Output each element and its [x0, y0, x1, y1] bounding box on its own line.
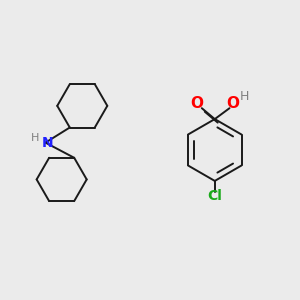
Text: Cl: Cl: [207, 189, 222, 203]
Text: O: O: [190, 96, 203, 111]
Text: H: H: [240, 90, 250, 103]
Text: H: H: [31, 133, 39, 143]
Text: O: O: [226, 96, 239, 111]
Text: N: N: [42, 136, 54, 150]
